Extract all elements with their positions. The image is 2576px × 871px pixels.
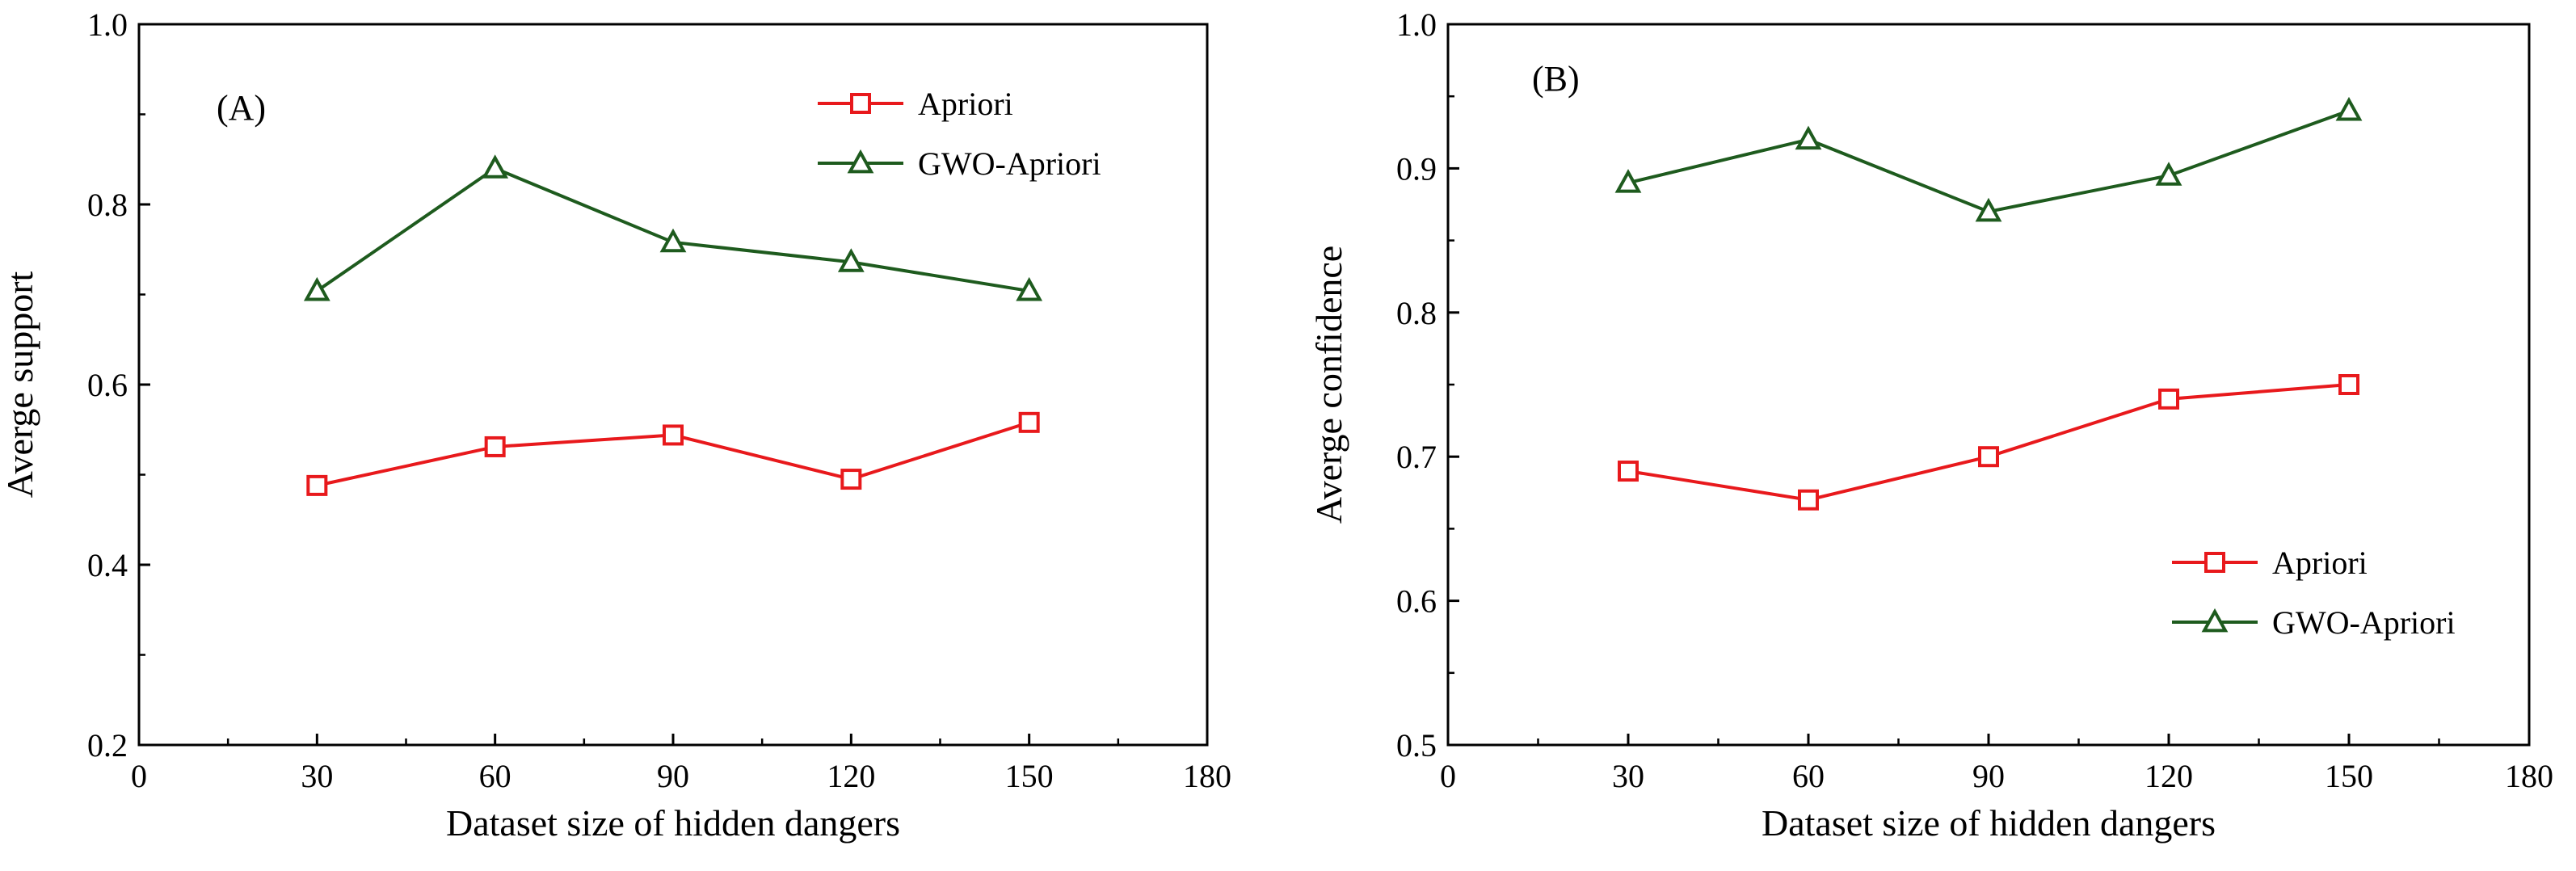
y-tick-label: 0.6 <box>87 367 128 403</box>
x-axis-title: Dataset size of hidden dangers <box>446 802 900 844</box>
legend-marker <box>2201 608 2229 633</box>
legend-marker <box>847 149 874 174</box>
x-tick-label: 60 <box>1792 758 1825 794</box>
legend-marker <box>850 93 871 114</box>
chart-panel-b: 0 30 60 90 120 150 180 0.5 0.6 0.7 0.8 0.9 1.0 Datase… <box>1308 6 2553 844</box>
data-point <box>484 436 506 457</box>
series-gwo-apriori <box>1614 96 2363 222</box>
data-point <box>1016 276 1043 301</box>
series-line <box>1627 383 2350 502</box>
x-tick-label: 180 <box>1183 758 1231 794</box>
panel-label: (A) <box>217 88 266 128</box>
y-tick-label: 0.5 <box>1396 727 1437 764</box>
legend-label: Apriori <box>2272 545 2368 581</box>
x-tick-label: 0 <box>131 758 147 794</box>
legend-label: GWO-Apriori <box>918 145 1101 182</box>
x-tick-label: 90 <box>1972 758 2005 794</box>
series-line <box>1627 109 2350 213</box>
data-point <box>840 469 862 490</box>
x-tick-label: 90 <box>657 758 689 794</box>
legend-marker <box>2204 552 2225 573</box>
series-gwo-apriori <box>303 154 1043 301</box>
data-point <box>1018 411 1040 433</box>
x-axis-title: Dataset size of hidden dangers <box>1762 802 2216 844</box>
panel-label: (B) <box>1532 59 1580 99</box>
data-point <box>2338 374 2359 395</box>
legend-label: Apriori <box>918 86 1013 122</box>
data-point <box>306 474 328 496</box>
data-point <box>303 276 330 301</box>
x-tick-label: 30 <box>301 758 333 794</box>
y-axis-title: Averge support <box>0 271 40 498</box>
y-tick-label: 1.0 <box>87 6 128 43</box>
legend-label: GWO-Apriori <box>2272 604 2456 641</box>
series-apriori <box>1618 374 2359 511</box>
y-tick-label: 1.0 <box>1396 6 1437 43</box>
data-point <box>2155 162 2182 186</box>
data-point <box>1618 461 1639 482</box>
data-point <box>663 424 684 446</box>
y-axis-title: Averge confidence <box>1308 246 1349 524</box>
x-tick-label: 120 <box>827 758 875 794</box>
x-tick-label: 180 <box>2505 758 2553 794</box>
legend-entry: Apriori <box>818 86 1013 122</box>
data-point <box>659 228 687 253</box>
data-point <box>837 248 865 272</box>
data-point <box>1795 125 1822 150</box>
x-tick-label: 30 <box>1612 758 1644 794</box>
y-tick-label: 0.7 <box>1396 439 1437 475</box>
data-point <box>1975 197 2002 222</box>
y-tick-label: 0.2 <box>87 727 128 764</box>
legend-entry: GWO-Apriori <box>2172 604 2456 641</box>
x-tick-label: 150 <box>1005 758 1054 794</box>
y-tick-label: 0.8 <box>87 187 128 223</box>
data-point <box>1978 446 1999 468</box>
y-tick-label: 0.8 <box>1396 295 1437 331</box>
plot-frame <box>137 23 1209 747</box>
x-tick-label: 0 <box>1440 758 1456 794</box>
legend-entry: GWO-Apriori <box>818 145 1101 182</box>
series-apriori <box>306 411 1040 496</box>
data-point <box>482 154 509 179</box>
x-tick-label: 60 <box>479 758 511 794</box>
data-point <box>1798 489 1819 511</box>
chart-panel-a: 0 30 60 90 120 150 180 0.2 0.4 0.6 0.8 1.0 Dataset s… <box>0 6 1231 844</box>
y-tick-label: 0.9 <box>1396 150 1437 187</box>
y-tick-label: 0.6 <box>1396 583 1437 620</box>
data-point <box>2158 388 2179 410</box>
legend-entry: Apriori <box>2172 545 2368 581</box>
data-point <box>1614 169 1642 193</box>
x-tick-label: 150 <box>2325 758 2373 794</box>
data-point <box>2335 96 2363 121</box>
y-tick-label: 0.4 <box>87 547 128 583</box>
x-tick-label: 120 <box>2145 758 2193 794</box>
